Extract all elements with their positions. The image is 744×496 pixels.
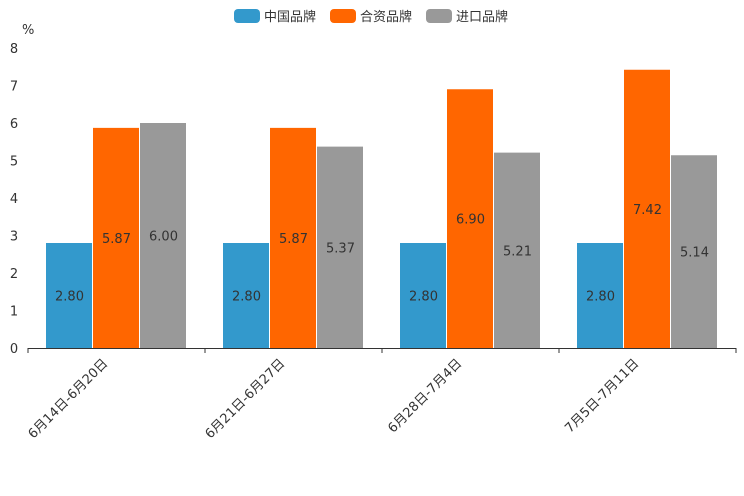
bar[interactable] <box>46 243 92 348</box>
legend-swatch[interactable] <box>330 9 356 23</box>
y-tick-label: 2 <box>10 267 18 282</box>
y-tick-label: 1 <box>10 305 18 320</box>
bar-value-label: 5.14 <box>680 246 709 261</box>
bar-value-label: 7.42 <box>633 203 662 218</box>
bar[interactable] <box>671 155 717 348</box>
y-tick-label: 7 <box>10 80 18 95</box>
y-tick-label: 6 <box>10 117 18 132</box>
bar-value-label: 5.87 <box>102 232 131 247</box>
bar[interactable] <box>140 123 186 348</box>
bar-value-label: 2.80 <box>586 290 615 305</box>
bar-value-label: 5.37 <box>326 241 355 256</box>
legend-label[interactable]: 合资品牌 <box>360 9 412 25</box>
legend-swatch[interactable] <box>426 9 452 23</box>
bars: 2.80 5.87 6.00 2.80 5.87 5.37 2.80 6.90 5.21 2.80… <box>46 69 717 348</box>
x-tick-label: 6月21日-6月27日 <box>203 356 289 442</box>
x-tick-label: 6月14日-6月20日 <box>26 356 112 442</box>
y-axis: 0 1 2 3 4 5 6 7 8 <box>10 42 18 357</box>
y-tick-label: 0 <box>10 342 18 357</box>
y-tick-label: 3 <box>10 230 18 245</box>
bar-value-label: 6.00 <box>149 230 178 245</box>
legend-swatch[interactable] <box>234 9 260 23</box>
bar-value-label: 6.90 <box>456 213 485 228</box>
bar-value-label: 2.80 <box>55 290 84 305</box>
bar[interactable] <box>447 89 493 348</box>
y-tick-label: 8 <box>10 42 18 57</box>
x-tick-label: 6月28日-7月4日 <box>385 356 465 436</box>
bar[interactable] <box>317 146 363 348</box>
y-axis-unit-label: % <box>22 23 34 38</box>
legend-label[interactable]: 中国品牌 <box>264 9 316 25</box>
bar[interactable] <box>494 152 540 348</box>
bar-value-label: 5.87 <box>279 232 308 247</box>
bar[interactable] <box>400 243 446 348</box>
bar-value-label: 2.80 <box>409 290 438 305</box>
bar-value-label: 2.80 <box>232 290 261 305</box>
bar[interactable] <box>577 243 623 348</box>
bar[interactable] <box>223 243 269 348</box>
bar-value-label: 5.21 <box>503 244 532 259</box>
bar[interactable] <box>270 127 316 348</box>
bar[interactable] <box>93 127 139 348</box>
x-tick-label: 7月5日-7月11日 <box>562 356 642 436</box>
y-tick-label: 5 <box>10 155 18 170</box>
y-tick-label: 4 <box>10 192 18 207</box>
x-axis: 6月14日-6月20日 6月21日-6月27日 6月28日-7月4日 7月5日-7月1… <box>26 348 737 442</box>
legend: 中国品牌 合资品牌 进口品牌 <box>234 9 508 25</box>
bar[interactable] <box>624 69 670 348</box>
legend-label[interactable]: 进口品牌 <box>456 9 508 25</box>
